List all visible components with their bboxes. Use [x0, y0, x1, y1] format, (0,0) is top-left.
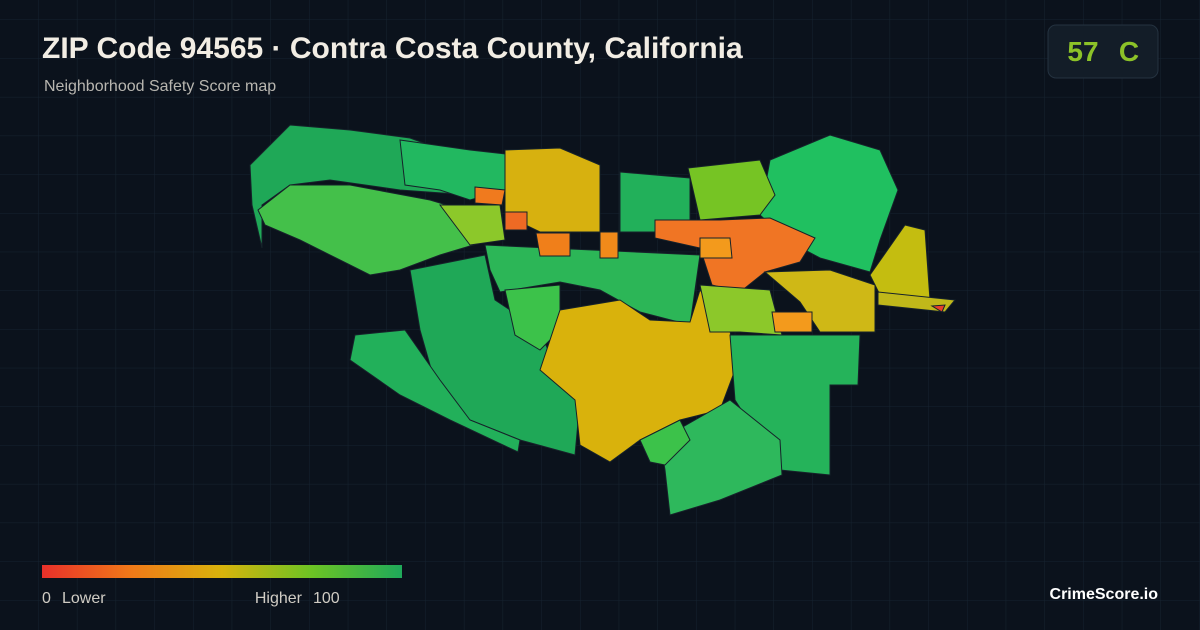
region	[257, 184, 491, 276]
title: ZIP Code 94565 · Contra Costa County, Ca…	[42, 32, 743, 65]
region	[639, 419, 691, 466]
region	[474, 186, 506, 206]
legend-max-label: Higher	[255, 590, 303, 607]
region	[699, 237, 733, 259]
region	[659, 399, 783, 516]
region	[599, 231, 619, 259]
region	[535, 232, 571, 257]
region	[930, 304, 946, 313]
region	[687, 159, 776, 221]
region	[699, 284, 783, 336]
legend-min-label: Lower	[62, 590, 106, 607]
region	[439, 204, 506, 246]
legend-bar	[42, 565, 402, 578]
region	[771, 311, 813, 333]
region	[763, 269, 876, 333]
region	[504, 211, 528, 231]
brand: CrimeScore.io	[1050, 586, 1159, 603]
legend-min: 0	[42, 590, 51, 607]
subtitle: Neighborhood Safety Score map	[44, 78, 276, 95]
legend-max: 100	[313, 590, 340, 607]
region	[484, 244, 701, 326]
score-badge	[1047, 24, 1159, 79]
score-value: 57	[1067, 36, 1098, 67]
region	[349, 329, 521, 453]
map	[249, 124, 956, 516]
score-grade: C	[1119, 36, 1139, 67]
